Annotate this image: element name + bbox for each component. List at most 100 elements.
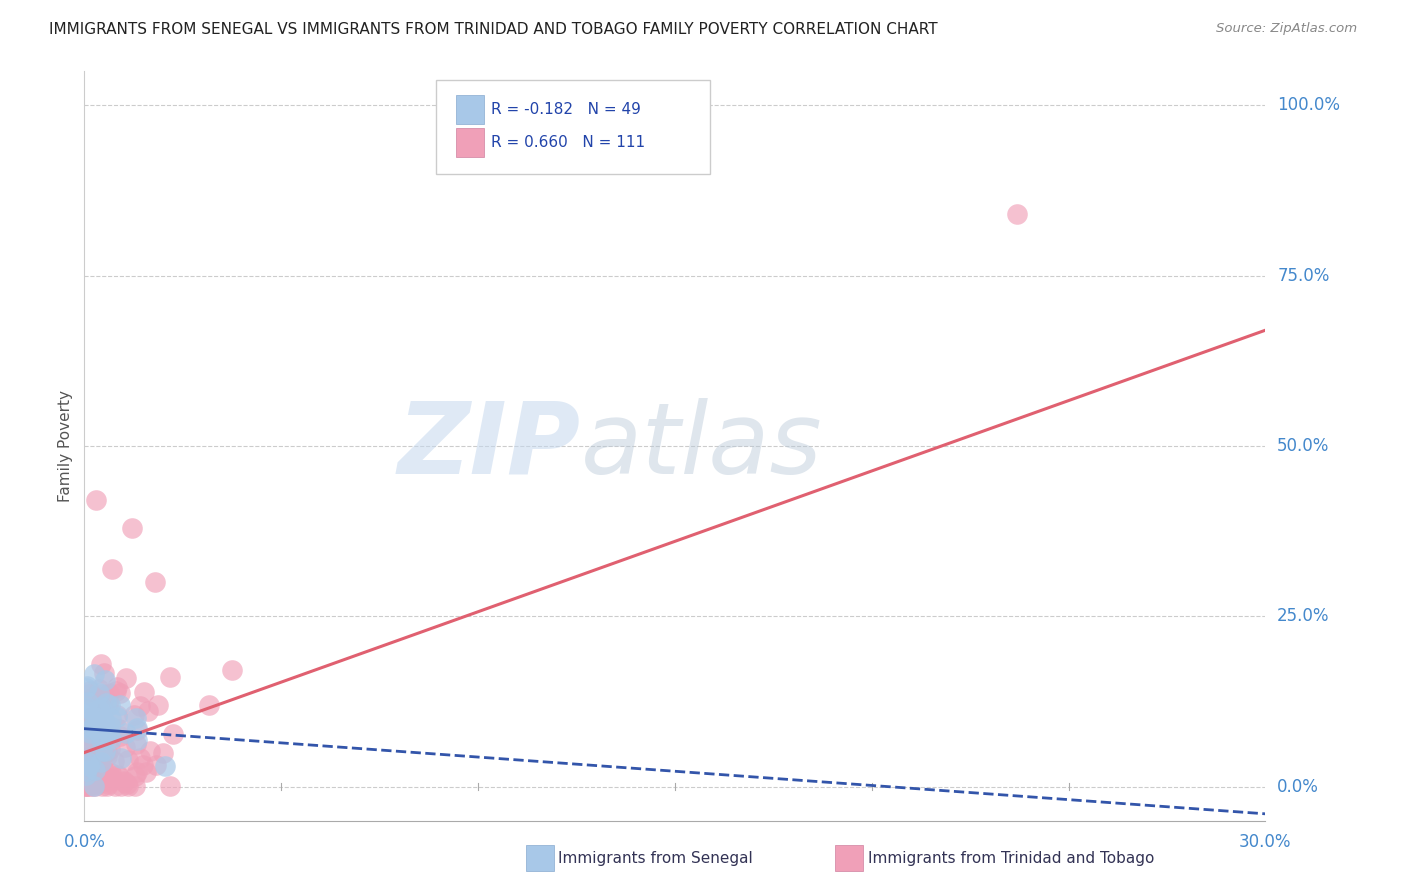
Point: [98, 725, 121, 739]
Point: [100, 765, 122, 780]
Point: [87, 685, 110, 699]
Point: [79, 687, 101, 701]
Point: [79, 684, 101, 698]
Point: [100, 732, 122, 747]
Point: [108, 698, 131, 713]
Point: [77, 695, 100, 709]
Point: [94, 673, 117, 688]
Point: [221, 663, 243, 677]
Point: [75, 764, 97, 778]
Point: [75, 768, 97, 782]
Point: [91, 693, 114, 707]
Point: [96, 745, 118, 759]
Text: atlas: atlas: [581, 398, 823, 494]
Point: [75, 768, 97, 782]
Point: [107, 770, 129, 784]
Text: 25.0%: 25.0%: [1277, 607, 1330, 625]
Text: 0.0%: 0.0%: [1277, 778, 1319, 796]
Point: [82, 777, 104, 791]
Point: [107, 768, 129, 782]
Point: [83, 751, 105, 765]
Point: [89, 756, 111, 770]
Text: Immigrants from Trinidad and Tobago: Immigrants from Trinidad and Tobago: [868, 851, 1154, 865]
Text: IMMIGRANTS FROM SENEGAL VS IMMIGRANTS FROM TRINIDAD AND TOBAGO FAMILY POVERTY CO: IMMIGRANTS FROM SENEGAL VS IMMIGRANTS FR…: [49, 22, 938, 37]
Point: [97, 698, 120, 712]
Point: [93, 722, 115, 736]
Point: [117, 777, 139, 791]
Point: [162, 727, 184, 741]
Point: [89, 706, 111, 720]
Point: [79, 726, 101, 740]
Point: [101, 561, 124, 575]
Point: [75, 681, 97, 695]
Point: [198, 698, 221, 712]
Point: [77, 759, 100, 773]
Point: [104, 684, 127, 698]
Point: [84, 493, 107, 508]
Point: [75, 701, 97, 715]
Point: [86, 753, 108, 767]
Text: 75.0%: 75.0%: [1277, 267, 1330, 285]
Point: [75, 719, 97, 733]
Point: [83, 762, 105, 776]
Point: [84, 722, 107, 736]
Point: [108, 722, 131, 736]
Point: [75, 761, 97, 775]
Point: [94, 744, 117, 758]
Point: [94, 696, 117, 710]
Point: [86, 755, 108, 769]
Point: [75, 754, 97, 768]
Point: [90, 699, 112, 714]
Point: [124, 711, 146, 725]
Point: [75, 700, 97, 714]
Point: [105, 708, 128, 723]
Point: [93, 713, 115, 727]
Point: [90, 744, 112, 758]
Point: [124, 779, 146, 793]
Point: [115, 725, 138, 739]
Point: [86, 717, 108, 731]
Text: 30.0%: 30.0%: [1239, 833, 1292, 851]
Text: 50.0%: 50.0%: [1277, 437, 1330, 455]
Point: [90, 755, 112, 769]
Point: [87, 764, 110, 778]
Point: [86, 721, 108, 735]
Point: [93, 764, 115, 778]
Point: [91, 744, 114, 758]
Point: [76, 714, 98, 729]
Point: [75, 732, 97, 747]
Point: [90, 657, 112, 671]
Point: [77, 736, 100, 750]
Point: [87, 681, 110, 696]
Point: [76, 706, 98, 720]
Point: [124, 769, 146, 783]
Point: [79, 777, 101, 791]
Point: [135, 765, 157, 780]
Point: [122, 708, 145, 723]
Point: [90, 722, 112, 736]
Text: 100.0%: 100.0%: [1277, 96, 1340, 114]
Text: Immigrants from Senegal: Immigrants from Senegal: [558, 851, 754, 865]
Point: [112, 774, 135, 789]
Point: [96, 777, 118, 791]
Point: [83, 779, 105, 793]
Point: [87, 731, 110, 745]
Point: [77, 779, 100, 793]
Point: [105, 680, 128, 694]
Point: [86, 724, 108, 739]
Point: [90, 732, 112, 747]
Point: [159, 670, 181, 684]
Point: [112, 774, 135, 789]
Point: [98, 772, 121, 787]
Point: [79, 756, 101, 770]
Point: [96, 748, 118, 763]
Point: [79, 722, 101, 736]
Point: [103, 772, 125, 787]
Point: [108, 729, 131, 743]
Point: [93, 715, 115, 730]
Point: [110, 750, 132, 764]
Point: [84, 764, 107, 778]
Point: [97, 685, 120, 699]
Point: [127, 764, 149, 779]
Point: [110, 686, 132, 700]
